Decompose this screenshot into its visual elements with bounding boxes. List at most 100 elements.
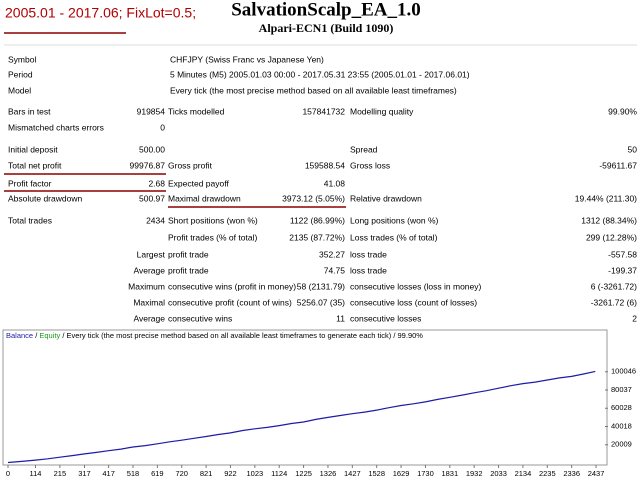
x-tick-label: 1528 [368,469,385,478]
legend-equity: Equity [39,331,60,340]
row-value: 3973.12 (5.05%) [282,193,345,203]
row-label: Loss trades (% of total) [350,232,438,242]
row-value: 41.08 [324,178,346,188]
x-tick-label: 1326 [320,469,337,478]
row-label: consecutive profit (count of wins) [168,297,292,307]
row-label: Spread [350,144,378,154]
row-label: consecutive wins (profit in money) [168,281,296,291]
legend-balance: Balance [6,331,33,340]
row-label: Relative drawdown [350,193,422,203]
x-tick-label: 821 [200,469,213,478]
x-tick-label: 619 [151,469,164,478]
y-tick-label: 80037 [611,385,632,394]
row-label: Long positions (won %) [350,215,439,225]
row-label: consecutive wins [168,313,232,323]
separator: / [391,331,397,340]
chart-quality: 99.90% [398,331,424,340]
row-value: 5256.07 (35) [297,297,345,307]
row-label: Gross profit [168,160,213,170]
x-tick-label: 317 [78,469,91,478]
row-value: 99976.87 [130,160,166,170]
y-tick-label: 60028 [611,403,632,412]
row-label: Symbol [8,54,36,64]
x-tick-label: 1932 [466,469,483,478]
row-label: Period [8,69,33,79]
separator: / [60,331,66,340]
row-label: Short positions (won %) [168,215,258,225]
y-tick-label: 20009 [611,440,632,449]
x-tick-label: 922 [224,469,237,478]
row-label: consecutive loss (count of losses) [350,297,477,307]
row-value: -59611.67 [599,160,637,170]
row-value: Average [133,313,165,323]
row-value: -199.37 [608,265,637,275]
x-tick-label: 2336 [563,469,580,478]
x-tick-label: 1730 [417,469,434,478]
row-label: Total trades [8,215,52,225]
row-label: Profit factor [8,178,52,188]
separator: / [33,331,39,340]
row-value: Average [133,265,165,275]
row-label: Ticks modelled [168,106,225,116]
row-value: Maximal [133,297,165,307]
row-value: 352.27 [319,249,345,259]
row-label: Modelling quality [350,106,414,116]
chart-frame [2,329,608,466]
row-value: 19.44% (211.30) [575,193,637,203]
x-tick-label: 1124 [271,469,287,478]
row-label: Maximal drawdown [168,193,241,203]
x-tick-label: 417 [102,469,115,478]
row-label: profit trade [168,249,209,259]
row-value: 2434 [146,215,165,225]
y-tick-label: 100046 [611,367,636,376]
row-value: 50 [628,144,638,154]
row-label: loss trade [350,249,387,259]
x-tick-label: 0 [6,469,10,478]
row-value: 99.90% [608,106,637,116]
x-tick-label: 1629 [393,469,410,478]
x-tick-label: 1831 [441,469,458,478]
row-value: 500.97 [139,193,165,203]
row-value: 58 (2131.79) [297,281,345,291]
row-label: Initial deposit [8,144,58,154]
x-tick-label: 518 [127,469,140,478]
row-value: 157841732 [302,106,345,116]
row-value: 11 [336,313,345,323]
x-tick-label: 2235 [539,469,556,478]
row-label: profit trade [168,265,209,275]
row-value: -3261.72 (6) [591,297,637,307]
x-tick-label: 215 [54,469,67,478]
row-value: 500.00 [139,144,165,154]
row-value: 1122 (86.99%) [290,215,345,225]
row-label: Total net profit [8,160,62,170]
row-value: 6 (-3261.72) [591,281,637,291]
row-value: 919854 [137,106,166,116]
row-value: 2 [632,313,637,323]
row-label: Absolute drawdown [8,193,82,203]
row-value: 74.75 [324,265,346,275]
chart-description: Every tick (the most precise method base… [67,331,392,340]
row-value: 0 [160,122,165,132]
row-label: Mismatched charts errors [8,122,104,132]
row-label: loss trade [350,265,387,275]
row-value: 2.68 [148,178,165,188]
x-tick-label: 2134 [515,469,532,478]
row-label: consecutive losses (loss in money) [350,281,482,291]
x-tick-label: 720 [175,469,188,478]
x-tick-label: 2437 [588,469,605,478]
row-label: Model [8,85,31,95]
row-label: Every tick (the most precise method base… [170,85,457,95]
row-label: Expected payoff [168,178,229,188]
row-value: 299 (12.28%) [586,232,637,242]
x-tick-label: 1023 [247,469,264,478]
row-value: Largest [137,249,166,259]
row-value: -557.58 [608,249,637,259]
x-tick-label: 1225 [295,469,312,478]
server-name: Alpari-ECN1 (Build 1090) [259,21,394,35]
row-label: Bars in test [8,106,51,116]
row-label: consecutive losses [350,313,421,323]
chart-header: Balance / Equity / Every tick (the most … [6,331,423,340]
test-note: 2005.01 - 2017.06; FixLot=0.5; [5,5,196,21]
row-label: Gross loss [350,160,390,170]
